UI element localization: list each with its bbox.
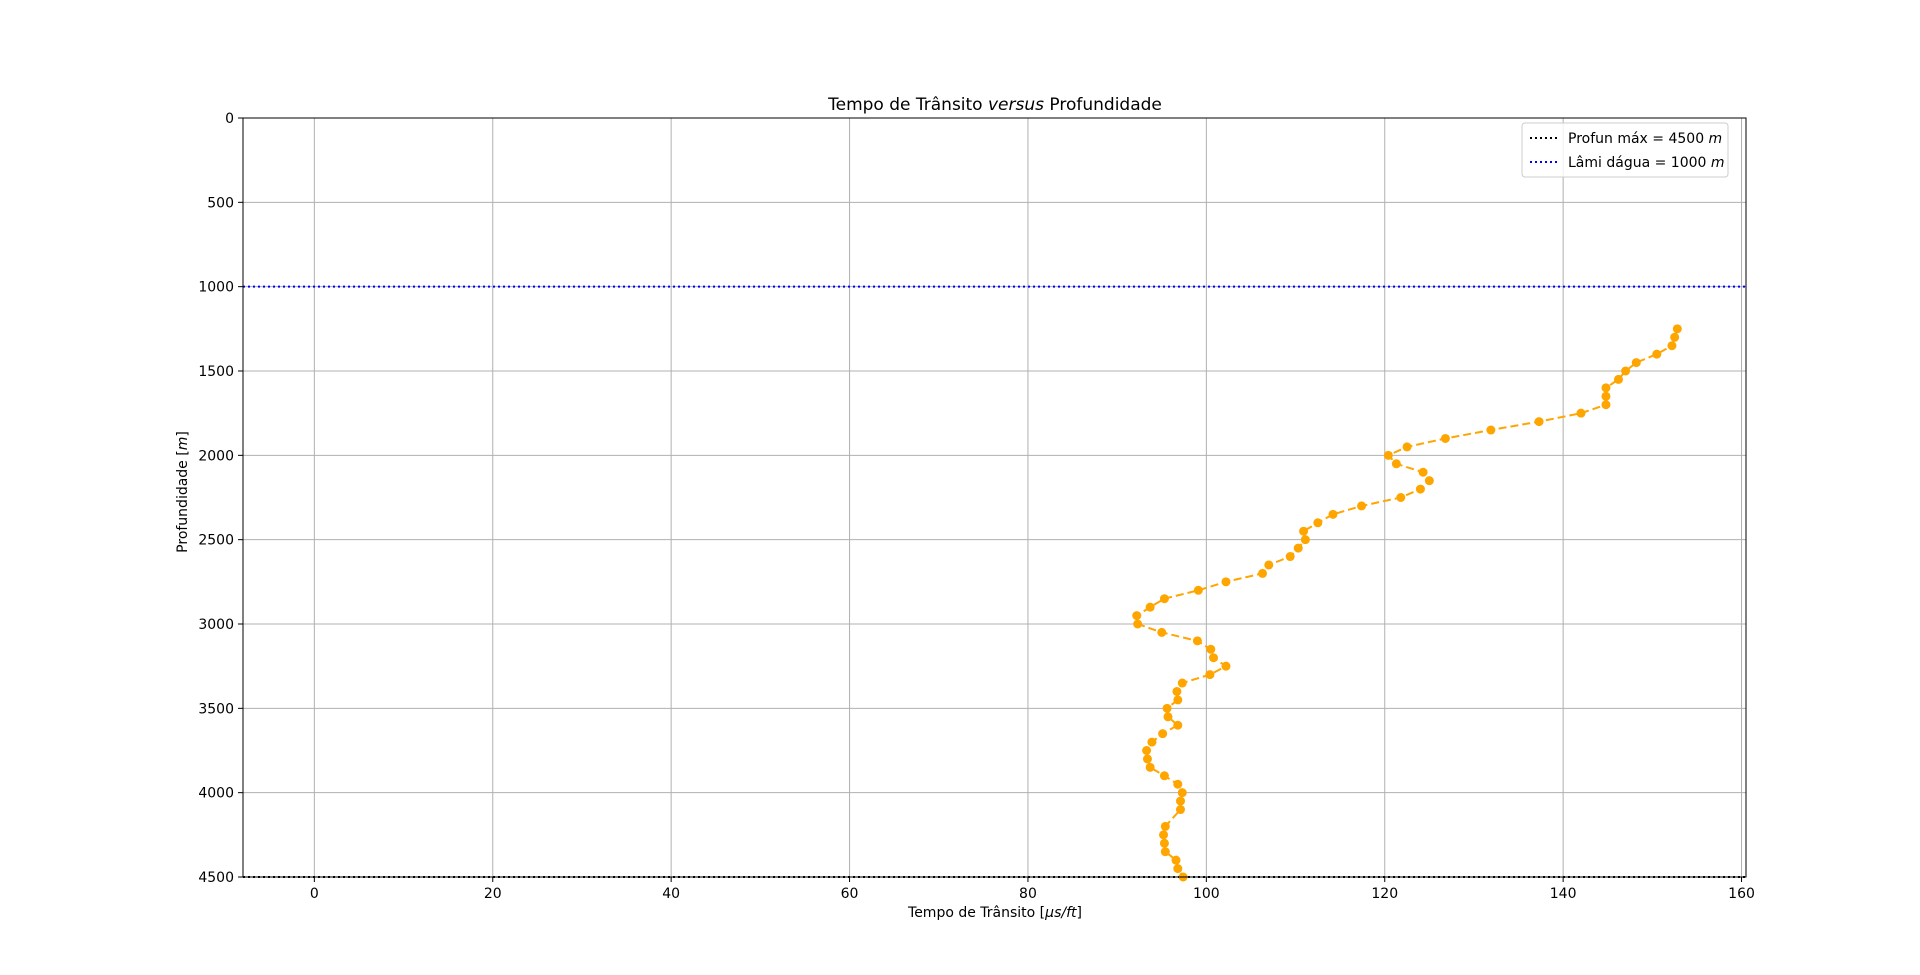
series-group xyxy=(1132,324,1682,882)
data-point xyxy=(1221,577,1231,587)
legend-label-profun-max: Profun máx = 4500 m xyxy=(1568,131,1722,147)
data-point xyxy=(1621,366,1631,376)
data-point xyxy=(1601,400,1611,410)
data-point xyxy=(1402,442,1412,452)
data-point xyxy=(1177,788,1187,798)
data-point xyxy=(1159,838,1169,848)
y-axis-ticks: 0 500 1000 1500 2000 2500 3000 3500 4000 4500 xyxy=(198,111,243,886)
data-point xyxy=(1391,459,1401,469)
legend-label-lami-dagua: Lâmi dágua = 1000 m xyxy=(1568,155,1725,171)
x-tick-label: 20 xyxy=(484,886,502,902)
x-tick-label: 80 xyxy=(1019,886,1037,902)
y-tick-label: 2500 xyxy=(198,533,234,549)
data-point xyxy=(1175,805,1185,815)
data-point xyxy=(1300,535,1310,545)
data-point xyxy=(1357,501,1367,511)
data-point xyxy=(1159,594,1169,604)
legend-box xyxy=(1521,122,1729,178)
data-point xyxy=(1613,374,1623,384)
data-point xyxy=(1652,349,1662,359)
data-point xyxy=(1163,712,1173,722)
y-tick-label: 1500 xyxy=(198,364,234,380)
data-point xyxy=(1313,518,1323,528)
data-point xyxy=(1208,653,1218,663)
data-point xyxy=(1162,703,1172,713)
data-point xyxy=(1142,754,1152,764)
data-point xyxy=(1173,779,1183,789)
series-line xyxy=(1135,328,1679,878)
data-point xyxy=(1132,611,1142,621)
data-point xyxy=(1160,847,1170,857)
y-tick-label: 2000 xyxy=(198,448,234,464)
data-point xyxy=(1328,509,1338,519)
data-point xyxy=(1285,552,1295,562)
data-point xyxy=(1173,864,1183,874)
data-point xyxy=(1173,720,1183,730)
data-point xyxy=(1172,686,1182,696)
data-point xyxy=(1142,746,1152,755)
data-point xyxy=(1424,476,1434,486)
data-point xyxy=(1670,332,1680,342)
reference-lines xyxy=(243,285,1746,878)
x-tick-label: 60 xyxy=(841,886,859,902)
data-point xyxy=(1264,560,1274,570)
data-point xyxy=(1258,568,1268,578)
data-point xyxy=(1299,526,1309,536)
x-axis-label: Tempo de Trânsito [μs/ft] xyxy=(907,905,1082,921)
legend: Profun máx = 4500 m Lâmi dágua = 1000 m xyxy=(1521,122,1729,178)
data-point xyxy=(1177,678,1187,688)
y-tick-label: 4500 xyxy=(198,870,234,886)
x-tick-label: 100 xyxy=(1193,886,1220,902)
x-tick-label: 140 xyxy=(1550,886,1577,902)
data-point xyxy=(1672,324,1682,334)
data-point xyxy=(1173,695,1183,705)
y-tick-label: 4000 xyxy=(198,786,234,802)
data-point xyxy=(1440,433,1450,443)
y-tick-label: 500 xyxy=(207,195,234,211)
grid xyxy=(243,117,1746,878)
data-point xyxy=(1601,383,1611,393)
data-point xyxy=(1206,644,1216,654)
x-tick-label: 120 xyxy=(1371,886,1398,902)
data-point xyxy=(1175,796,1185,806)
plot-frame xyxy=(242,117,1747,878)
data-point xyxy=(1193,585,1203,595)
data-point xyxy=(1159,771,1169,781)
data-point xyxy=(1133,619,1143,629)
y-axis-label: Profundidade [m] xyxy=(175,431,191,553)
data-point xyxy=(1192,636,1202,646)
x-tick-label: 40 xyxy=(662,886,680,902)
x-axis-ticks: 0 20 40 60 80 100 120 140 160 xyxy=(310,877,1755,902)
data-point xyxy=(1145,762,1155,772)
data-point xyxy=(1396,493,1406,502)
data-point xyxy=(1147,737,1157,747)
data-point xyxy=(1631,358,1641,368)
y-tick-label: 1000 xyxy=(198,280,234,296)
data-point xyxy=(1576,408,1586,418)
y-tick-label: 3000 xyxy=(198,617,234,633)
data-point xyxy=(1415,484,1425,494)
data-point xyxy=(1160,821,1170,831)
data-point xyxy=(1145,602,1155,612)
y-tick-label: 3500 xyxy=(198,701,234,717)
data-point xyxy=(1418,467,1428,477)
data-point xyxy=(1159,830,1169,840)
data-point xyxy=(1667,341,1677,351)
x-tick-label: 0 xyxy=(310,886,319,902)
data-point xyxy=(1221,661,1231,671)
data-point xyxy=(1601,391,1611,401)
data-point xyxy=(1171,855,1181,865)
chart-title: Tempo de Trânsito versus Profundidade xyxy=(827,95,1162,115)
data-point xyxy=(1534,417,1544,427)
data-point xyxy=(1383,450,1393,460)
data-point xyxy=(1158,729,1168,739)
data-point xyxy=(1205,670,1215,680)
data-point xyxy=(1486,425,1496,435)
y-tick-label: 0 xyxy=(225,111,234,127)
x-tick-label: 160 xyxy=(1728,886,1755,902)
data-point xyxy=(1293,543,1303,553)
data-point xyxy=(1157,627,1167,637)
